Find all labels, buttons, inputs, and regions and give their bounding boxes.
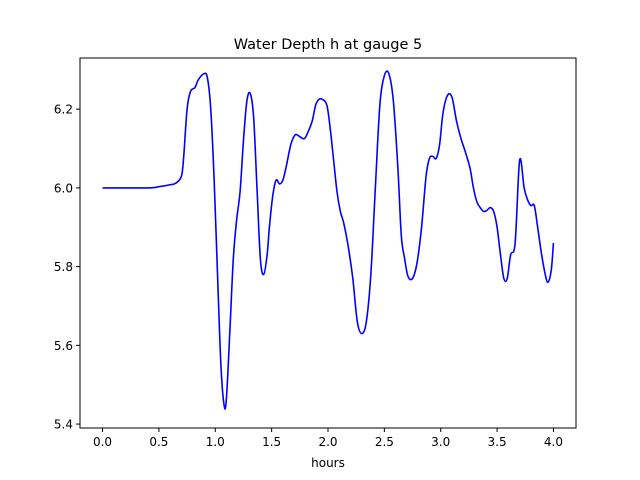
- chart-title: Water Depth h at gauge 5: [234, 37, 422, 53]
- x-tick-label: 0.5: [149, 435, 168, 449]
- x-axis-label: hours: [311, 456, 345, 470]
- x-tick-label: 2.0: [318, 435, 337, 449]
- y-axis: 5.4 5.6 5.8 6.0 6.2: [54, 103, 80, 432]
- x-tick-label: 1.0: [206, 435, 225, 449]
- x-axis: 0.0 0.5 1.0 1.5 2.0 2.5 3.0 3.5 4.0: [93, 428, 563, 449]
- y-tick-label: 6.0: [54, 181, 73, 195]
- x-tick-label: 0.0: [93, 435, 112, 449]
- y-tick-label: 5.8: [54, 260, 73, 274]
- x-tick-label: 4.0: [544, 435, 563, 449]
- x-tick-label: 2.5: [375, 435, 394, 449]
- x-tick-label: 3.0: [431, 435, 450, 449]
- x-tick-label: 3.5: [488, 435, 507, 449]
- x-tick-label: 1.5: [262, 435, 281, 449]
- y-tick-label: 6.2: [54, 103, 73, 117]
- y-tick-label: 5.4: [54, 418, 73, 432]
- y-tick-label: 5.6: [54, 339, 73, 353]
- series-line: [102, 70, 555, 410]
- plot-area: 0.0 0.5 1.0 1.5 2.0 2.5 3.0 3.5 4.0 5.4 5.6 5.8 6.0…: [54, 57, 577, 449]
